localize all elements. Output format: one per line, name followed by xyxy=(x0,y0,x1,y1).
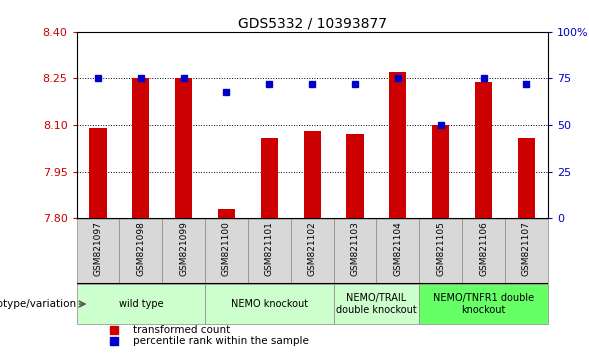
Bar xyxy=(291,218,333,284)
Bar xyxy=(261,137,278,218)
Text: percentile rank within the sample: percentile rank within the sample xyxy=(133,336,309,346)
Text: GSM821102: GSM821102 xyxy=(307,222,317,276)
Bar xyxy=(505,218,548,284)
Text: GSM821104: GSM821104 xyxy=(393,222,402,276)
Bar xyxy=(77,284,205,324)
Bar xyxy=(333,284,419,324)
Bar xyxy=(120,218,162,284)
Text: GSM821107: GSM821107 xyxy=(522,222,531,276)
Text: NEMO knockout: NEMO knockout xyxy=(231,299,308,309)
Text: GSM821100: GSM821100 xyxy=(222,222,231,276)
Text: wild type: wild type xyxy=(118,299,163,309)
Title: GDS5332 / 10393877: GDS5332 / 10393877 xyxy=(238,17,386,31)
Bar xyxy=(462,218,505,284)
Bar xyxy=(248,218,291,284)
Bar xyxy=(133,79,150,218)
Bar xyxy=(90,128,107,218)
Text: GSM821098: GSM821098 xyxy=(136,222,145,276)
Bar xyxy=(77,218,120,284)
Bar xyxy=(218,209,235,218)
Bar xyxy=(303,131,321,218)
Bar xyxy=(346,135,363,218)
Text: GSM821103: GSM821103 xyxy=(350,222,359,276)
Bar xyxy=(419,218,462,284)
Bar xyxy=(162,218,205,284)
Bar xyxy=(376,218,419,284)
Text: genotype/variation: genotype/variation xyxy=(0,299,77,309)
Text: GSM821097: GSM821097 xyxy=(94,222,102,276)
Text: GSM821106: GSM821106 xyxy=(479,222,488,276)
Text: NEMO/TRAIL
double knockout: NEMO/TRAIL double knockout xyxy=(336,293,417,315)
Bar xyxy=(175,79,192,218)
Bar xyxy=(518,137,535,218)
Bar xyxy=(419,284,548,324)
Bar xyxy=(205,218,248,284)
Text: GSM821101: GSM821101 xyxy=(265,222,274,276)
Bar xyxy=(475,81,492,218)
Text: NEMO/TNFR1 double
knockout: NEMO/TNFR1 double knockout xyxy=(433,293,534,315)
Bar xyxy=(389,72,406,218)
Text: transformed count: transformed count xyxy=(133,325,230,335)
Bar xyxy=(333,218,376,284)
Text: GSM821099: GSM821099 xyxy=(179,222,188,276)
Bar xyxy=(432,125,449,218)
Bar xyxy=(205,284,333,324)
Text: GSM821105: GSM821105 xyxy=(436,222,445,276)
